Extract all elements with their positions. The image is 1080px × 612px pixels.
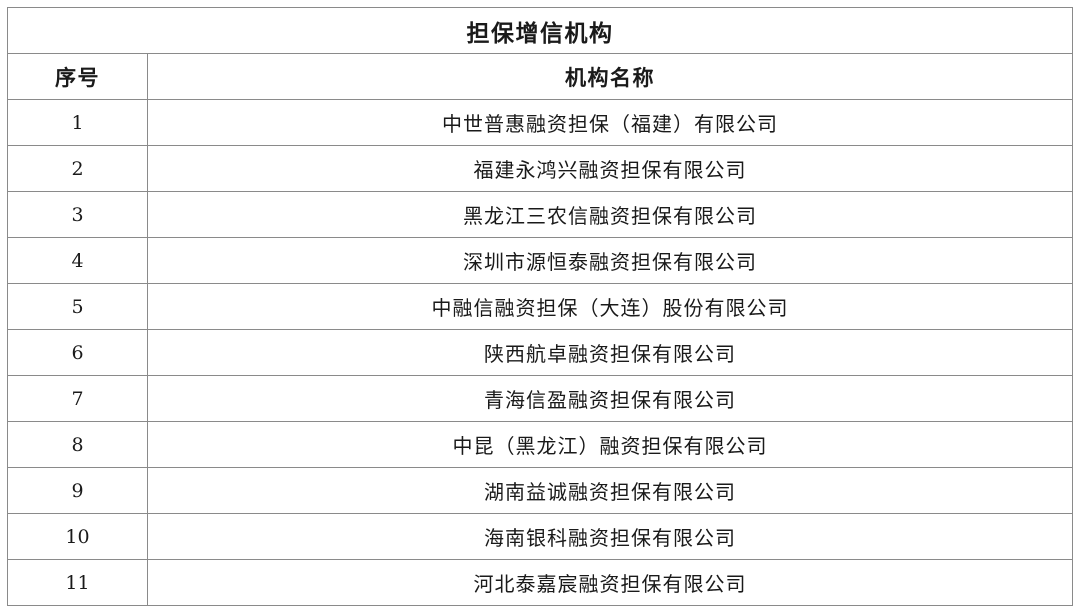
table-row: 7 青海信盈融资担保有限公司 (7, 375, 1073, 422)
institution-name: 青海信盈融资担保有限公司 (147, 375, 1073, 422)
row-index: 11 (7, 559, 148, 606)
table-row: 6 陕西航卓融资担保有限公司 (7, 329, 1073, 376)
table-row: 3 黑龙江三农信融资担保有限公司 (7, 191, 1073, 238)
row-index: 3 (7, 191, 148, 238)
table-body: 担保增信机构 序号 机构名称 1 中世普惠融资担保（福建）有限公司 2 福建永鸿… (7, 7, 1073, 606)
row-index: 4 (7, 237, 148, 284)
row-index: 1 (7, 99, 148, 146)
guarantee-institutions-table-container: 担保增信机构 序号 机构名称 1 中世普惠融资担保（福建）有限公司 2 福建永鸿… (7, 7, 1073, 606)
table-row: 4 深圳市源恒泰融资担保有限公司 (7, 237, 1073, 284)
guarantee-institutions-table: 担保增信机构 序号 机构名称 1 中世普惠融资担保（福建）有限公司 2 福建永鸿… (7, 7, 1073, 606)
row-index: 7 (7, 375, 148, 422)
row-index: 6 (7, 329, 148, 376)
column-header-index: 序号 (7, 53, 148, 100)
table-row: 2 福建永鸿兴融资担保有限公司 (7, 145, 1073, 192)
row-index: 8 (7, 421, 148, 468)
institution-name: 中世普惠融资担保（福建）有限公司 (147, 99, 1073, 146)
row-index: 2 (7, 145, 148, 192)
institution-name: 陕西航卓融资担保有限公司 (147, 329, 1073, 376)
table-row: 11 河北泰嘉宸融资担保有限公司 (7, 559, 1073, 606)
institution-name: 中融信融资担保（大连）股份有限公司 (147, 283, 1073, 330)
table-row: 9 湖南益诚融资担保有限公司 (7, 467, 1073, 514)
table-row: 1 中世普惠融资担保（福建）有限公司 (7, 99, 1073, 146)
table-row: 5 中融信融资担保（大连）股份有限公司 (7, 283, 1073, 330)
row-index: 9 (7, 467, 148, 514)
column-header-name: 机构名称 (147, 53, 1073, 100)
institution-name: 海南银科融资担保有限公司 (147, 513, 1073, 560)
table-title-row: 担保增信机构 (7, 7, 1073, 54)
institution-name: 湖南益诚融资担保有限公司 (147, 467, 1073, 514)
institution-name: 黑龙江三农信融资担保有限公司 (147, 191, 1073, 238)
row-index: 5 (7, 283, 148, 330)
institution-name: 深圳市源恒泰融资担保有限公司 (147, 237, 1073, 284)
institution-name: 中昆（黑龙江）融资担保有限公司 (147, 421, 1073, 468)
table-header-row: 序号 机构名称 (7, 53, 1073, 100)
row-index: 10 (7, 513, 148, 560)
institution-name: 河北泰嘉宸融资担保有限公司 (147, 559, 1073, 606)
table-row: 10 海南银科融资担保有限公司 (7, 513, 1073, 560)
page-title: 担保增信机构 (7, 7, 1073, 54)
table-row: 8 中昆（黑龙江）融资担保有限公司 (7, 421, 1073, 468)
institution-name: 福建永鸿兴融资担保有限公司 (147, 145, 1073, 192)
